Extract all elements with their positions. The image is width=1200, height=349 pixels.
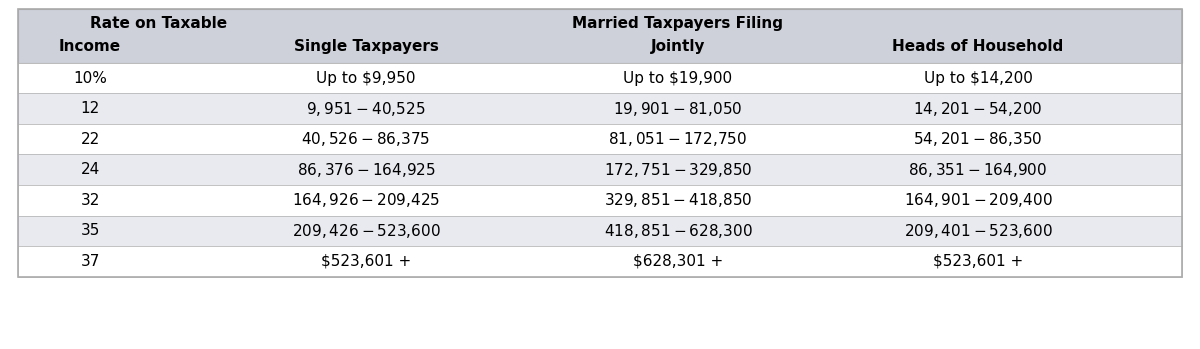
Text: $9,951-$40,525: $9,951-$40,525 xyxy=(306,99,426,118)
FancyBboxPatch shape xyxy=(18,246,1182,276)
FancyBboxPatch shape xyxy=(18,93,1182,124)
FancyBboxPatch shape xyxy=(18,63,1182,94)
Text: 35: 35 xyxy=(80,223,100,238)
Text: Single Taxpayers: Single Taxpayers xyxy=(294,39,438,54)
Text: 32: 32 xyxy=(80,193,100,208)
Text: $40,526-$86,375: $40,526-$86,375 xyxy=(301,130,431,148)
Text: $329,851-$418,850: $329,851-$418,850 xyxy=(604,191,752,209)
Text: $209,426-$523,600: $209,426-$523,600 xyxy=(292,222,440,240)
Text: $14,201-$54,200: $14,201-$54,200 xyxy=(913,99,1043,118)
FancyBboxPatch shape xyxy=(18,215,1182,246)
Text: Up to $19,900: Up to $19,900 xyxy=(624,70,732,86)
Text: $81,051-$172,750: $81,051-$172,750 xyxy=(608,130,748,148)
Text: $164,901-$209,400: $164,901-$209,400 xyxy=(904,191,1052,209)
Text: 24: 24 xyxy=(80,162,100,177)
Text: $86,376-$164,925: $86,376-$164,925 xyxy=(296,161,436,179)
Text: Heads of Household: Heads of Household xyxy=(893,39,1063,54)
Text: $172,751-$329,850: $172,751-$329,850 xyxy=(604,161,752,179)
FancyBboxPatch shape xyxy=(18,154,1182,185)
Text: Rate on Taxable: Rate on Taxable xyxy=(90,16,227,31)
FancyBboxPatch shape xyxy=(18,185,1182,216)
Text: 37: 37 xyxy=(80,254,100,269)
Text: Up to $9,950: Up to $9,950 xyxy=(317,70,415,86)
Text: 22: 22 xyxy=(80,132,100,147)
Text: $628,301 +: $628,301 + xyxy=(632,254,724,269)
Text: 10%: 10% xyxy=(73,70,107,86)
Text: Income: Income xyxy=(59,39,121,54)
Text: Married Taxpayers Filing: Married Taxpayers Filing xyxy=(572,16,784,31)
FancyBboxPatch shape xyxy=(18,9,1182,63)
Text: $523,601 +: $523,601 + xyxy=(932,254,1024,269)
Text: Up to $14,200: Up to $14,200 xyxy=(924,70,1032,86)
Text: $86,351-$164,900: $86,351-$164,900 xyxy=(908,161,1048,179)
Text: $418,851-$628,300: $418,851-$628,300 xyxy=(604,222,752,240)
Text: $209,401-$523,600: $209,401-$523,600 xyxy=(904,222,1052,240)
FancyBboxPatch shape xyxy=(18,124,1182,154)
Text: 12: 12 xyxy=(80,101,100,116)
Text: $19,901-$81,050: $19,901-$81,050 xyxy=(613,99,743,118)
Text: $54,201-$86,350: $54,201-$86,350 xyxy=(913,130,1043,148)
Text: $164,926-$209,425: $164,926-$209,425 xyxy=(292,191,440,209)
Text: $523,601 +: $523,601 + xyxy=(320,254,412,269)
Text: Jointly: Jointly xyxy=(650,39,706,54)
